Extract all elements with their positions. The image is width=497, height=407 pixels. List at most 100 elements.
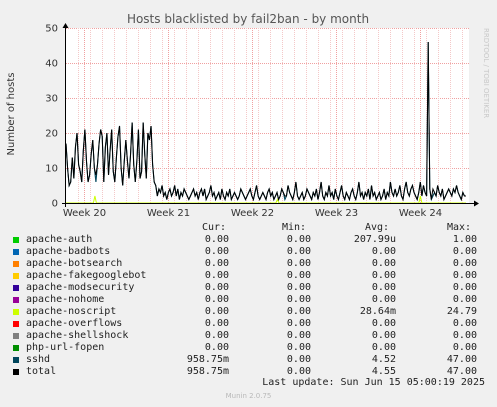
- legend-swatch: [13, 237, 19, 243]
- legend-row: sshd 958.75m 0.00 4.52 47.00: [13, 354, 483, 367]
- legend-swatch: [13, 321, 19, 327]
- legend-row: apache-botsearch 0.00 0.00 0.00 0.00: [13, 258, 483, 271]
- legend-header-max: Max:: [447, 222, 472, 233]
- legend-series-name: total: [26, 366, 57, 377]
- y-tick-label: 30: [45, 94, 58, 105]
- legend-row: apache-overflows 0.00 0.00 0.00 0.00: [13, 318, 483, 331]
- legend-cur-value: 0.00: [204, 330, 229, 341]
- legend-avg-value: 0.00: [371, 246, 396, 257]
- legend-min-value: 0.00: [286, 294, 311, 305]
- legend-row: total 958.75m 0.00 4.55 47.00: [13, 366, 483, 379]
- legend-swatch: [13, 273, 19, 279]
- legend-cur-value: 0.00: [204, 318, 229, 329]
- legend-max-value: 47.00: [446, 366, 477, 377]
- legend-row: apache-nohome 0.00 0.00 0.00 0.00: [13, 294, 483, 307]
- y-tick-label: 20: [45, 129, 58, 140]
- legend-header-min: Min:: [282, 222, 307, 233]
- legend-avg-value: 0.00: [371, 330, 396, 341]
- legend-swatch: [13, 249, 19, 255]
- y-tick-label: 10: [45, 164, 58, 175]
- legend-avg-value: 0.00: [371, 282, 396, 293]
- legend-row: apache-fakegooglebot 0.00 0.00 0.00 0.00: [13, 270, 483, 283]
- legend-max-value: 47.00: [446, 354, 477, 365]
- legend-avg-value: 4.52: [371, 354, 396, 365]
- legend-min-value: 0.00: [286, 318, 311, 329]
- x-tick-label: Week 24: [399, 208, 442, 219]
- y-tick-label: 50: [45, 24, 58, 35]
- legend-swatch: [13, 297, 19, 303]
- legend-header-avg: Avg:: [365, 222, 390, 233]
- legend-row: apache-shellshock 0.00 0.00 0.00 0.00: [13, 330, 483, 343]
- legend-row: apache-badbots 0.00 0.00 0.00 0.00: [13, 246, 483, 259]
- chart-title: Hosts blacklisted by fail2ban - by month: [127, 12, 369, 26]
- legend-cur-value: 0.00: [204, 294, 229, 305]
- x-tick-label: Week 23: [315, 208, 358, 219]
- legend-avg-value: 0.00: [371, 270, 396, 281]
- legend-series-name: apache-noscript: [26, 306, 117, 317]
- legend-series-name: apache-modsecurity: [26, 282, 135, 293]
- legend-max-value: 1.00: [452, 234, 477, 245]
- legend-avg-value: 28.64m: [359, 306, 396, 317]
- legend-cur-value: 0.00: [204, 270, 229, 281]
- legend-cur-value: 958.75m: [186, 366, 229, 377]
- legend-swatch: [13, 309, 19, 315]
- legend-min-value: 0.00: [286, 246, 311, 257]
- legend-swatch: [13, 345, 19, 351]
- x-tick-label: Week 21: [147, 208, 190, 219]
- last-update: Last update: Sun Jun 15 05:00:19 2025: [262, 377, 485, 388]
- legend-cur-value: 0.00: [204, 306, 229, 317]
- legend-avg-value: 0.00: [371, 342, 396, 353]
- legend-swatch: [13, 369, 19, 375]
- legend-avg-value: 0.00: [371, 258, 396, 269]
- legend-row: apache-noscript 0.00 0.00 28.64m 24.79: [13, 306, 483, 319]
- legend-series-name: apache-overflows: [26, 318, 123, 329]
- legend-series-name: apache-nohome: [26, 294, 105, 305]
- legend-header-cur: Cur:: [202, 222, 227, 233]
- series-line-total: [65, 41, 466, 202]
- legend-min-value: 0.00: [286, 354, 311, 365]
- legend-swatch: [13, 333, 19, 339]
- legend-min-value: 0.00: [286, 306, 311, 317]
- legend-avg-value: 0.00: [371, 318, 396, 329]
- legend-max-value: 0.00: [452, 342, 477, 353]
- munin-version: Munin 2.0.75: [225, 392, 272, 400]
- legend-series-name: apache-shellshock: [26, 330, 129, 341]
- y-axis-arrow: [62, 23, 69, 28]
- legend-min-value: 0.00: [286, 234, 311, 245]
- legend-row: apache-auth 0.00 0.00 207.99u 1.00: [13, 234, 483, 247]
- legend-series-name: sshd: [26, 354, 51, 365]
- legend-row: php-url-fopen 0.00 0.00 0.00 0.00: [13, 342, 483, 355]
- legend-max-value: 0.00: [452, 246, 477, 257]
- y-tick-label: 40: [45, 59, 58, 70]
- y-axis-label: Number of hosts: [6, 73, 17, 156]
- legend-swatch: [13, 357, 19, 363]
- x-axis-arrow: [474, 200, 479, 207]
- legend-series-name: apache-auth: [26, 234, 93, 245]
- legend-cur-value: 0.00: [204, 258, 229, 269]
- legend-row: apache-modsecurity 0.00 0.00 0.00 0.00: [13, 282, 483, 295]
- legend-max-value: 0.00: [452, 258, 477, 269]
- legend-swatch: [13, 285, 19, 291]
- legend-min-value: 0.00: [286, 282, 311, 293]
- legend-min-value: 0.00: [286, 342, 311, 353]
- legend-avg-value: 4.55: [371, 366, 396, 377]
- legend-max-value: 0.00: [452, 318, 477, 329]
- legend-min-value: 0.00: [286, 366, 311, 377]
- legend-series-name: apache-botsearch: [26, 258, 123, 269]
- ticks: 0 10 20 30 40 50 Week 20 Week 21 Week 22 Week 23 W…: [45, 24, 442, 220]
- legend-swatch: [13, 261, 19, 267]
- legend-cur-value: 0.00: [204, 246, 229, 257]
- axes: [62, 23, 479, 207]
- plot-area: [66, 28, 469, 203]
- rrdtool-watermark: RRDTOOL / TOBI OETIKER: [482, 28, 490, 118]
- legend-avg-value: 0.00: [371, 294, 396, 305]
- legend-cur-value: 0.00: [204, 282, 229, 293]
- legend-max-value: 0.00: [452, 270, 477, 281]
- y-tick-label: 0: [52, 199, 58, 210]
- x-tick-label: Week 20: [63, 208, 106, 219]
- legend-min-value: 0.00: [286, 270, 311, 281]
- legend-min-value: 0.00: [286, 330, 311, 341]
- legend-max-value: 24.79: [446, 306, 477, 317]
